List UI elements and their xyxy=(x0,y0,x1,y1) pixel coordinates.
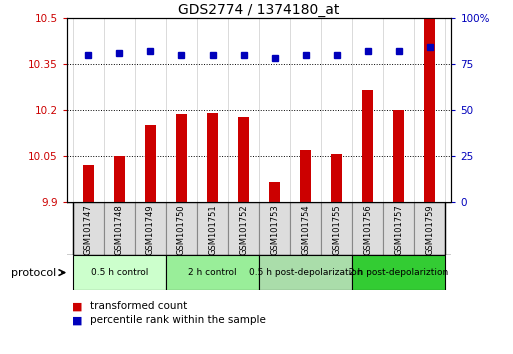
Bar xyxy=(166,255,259,290)
Bar xyxy=(259,255,352,290)
Bar xyxy=(352,255,445,290)
Bar xyxy=(145,125,156,202)
Text: ■: ■ xyxy=(72,315,82,325)
Text: GSM101750: GSM101750 xyxy=(177,205,186,255)
Bar xyxy=(383,202,414,255)
Bar xyxy=(83,165,94,202)
Text: GSM101747: GSM101747 xyxy=(84,205,93,255)
Text: GSM101753: GSM101753 xyxy=(270,205,279,255)
Bar xyxy=(352,202,383,255)
Text: transformed count: transformed count xyxy=(90,301,187,311)
Bar xyxy=(176,114,187,202)
Text: GSM101759: GSM101759 xyxy=(425,205,434,255)
Bar xyxy=(321,202,352,255)
Bar xyxy=(166,202,197,255)
Bar xyxy=(362,90,373,202)
Text: 2 h control: 2 h control xyxy=(188,268,237,277)
Bar xyxy=(414,202,445,255)
Text: GSM101751: GSM101751 xyxy=(208,205,217,255)
Text: GSM101755: GSM101755 xyxy=(332,205,341,255)
Text: GSM101754: GSM101754 xyxy=(301,205,310,255)
Bar xyxy=(135,202,166,255)
Text: protocol: protocol xyxy=(11,268,56,278)
Bar xyxy=(207,113,218,202)
Text: GSM101752: GSM101752 xyxy=(239,205,248,255)
Text: GSM101748: GSM101748 xyxy=(115,205,124,255)
Text: ■: ■ xyxy=(72,301,82,311)
Bar xyxy=(259,202,290,255)
Bar xyxy=(393,110,404,202)
Bar xyxy=(300,150,311,202)
Text: GSM101749: GSM101749 xyxy=(146,205,155,255)
Bar xyxy=(197,202,228,255)
Bar xyxy=(73,255,166,290)
Text: 0.5 h control: 0.5 h control xyxy=(91,268,148,277)
Text: 0.5 h post-depolarization: 0.5 h post-depolarization xyxy=(249,268,362,277)
Bar xyxy=(114,156,125,202)
Bar xyxy=(331,154,342,202)
Text: percentile rank within the sample: percentile rank within the sample xyxy=(90,315,266,325)
Bar xyxy=(73,202,104,255)
Text: GSM101757: GSM101757 xyxy=(394,205,403,255)
Title: GDS2774 / 1374180_at: GDS2774 / 1374180_at xyxy=(179,3,340,17)
Bar xyxy=(104,202,135,255)
Bar xyxy=(269,182,280,202)
Bar xyxy=(228,202,259,255)
Text: 2 h post-depolariztion: 2 h post-depolariztion xyxy=(349,268,448,277)
Bar xyxy=(424,18,435,202)
Bar xyxy=(290,202,321,255)
Text: GSM101756: GSM101756 xyxy=(363,205,372,255)
Bar xyxy=(238,118,249,202)
